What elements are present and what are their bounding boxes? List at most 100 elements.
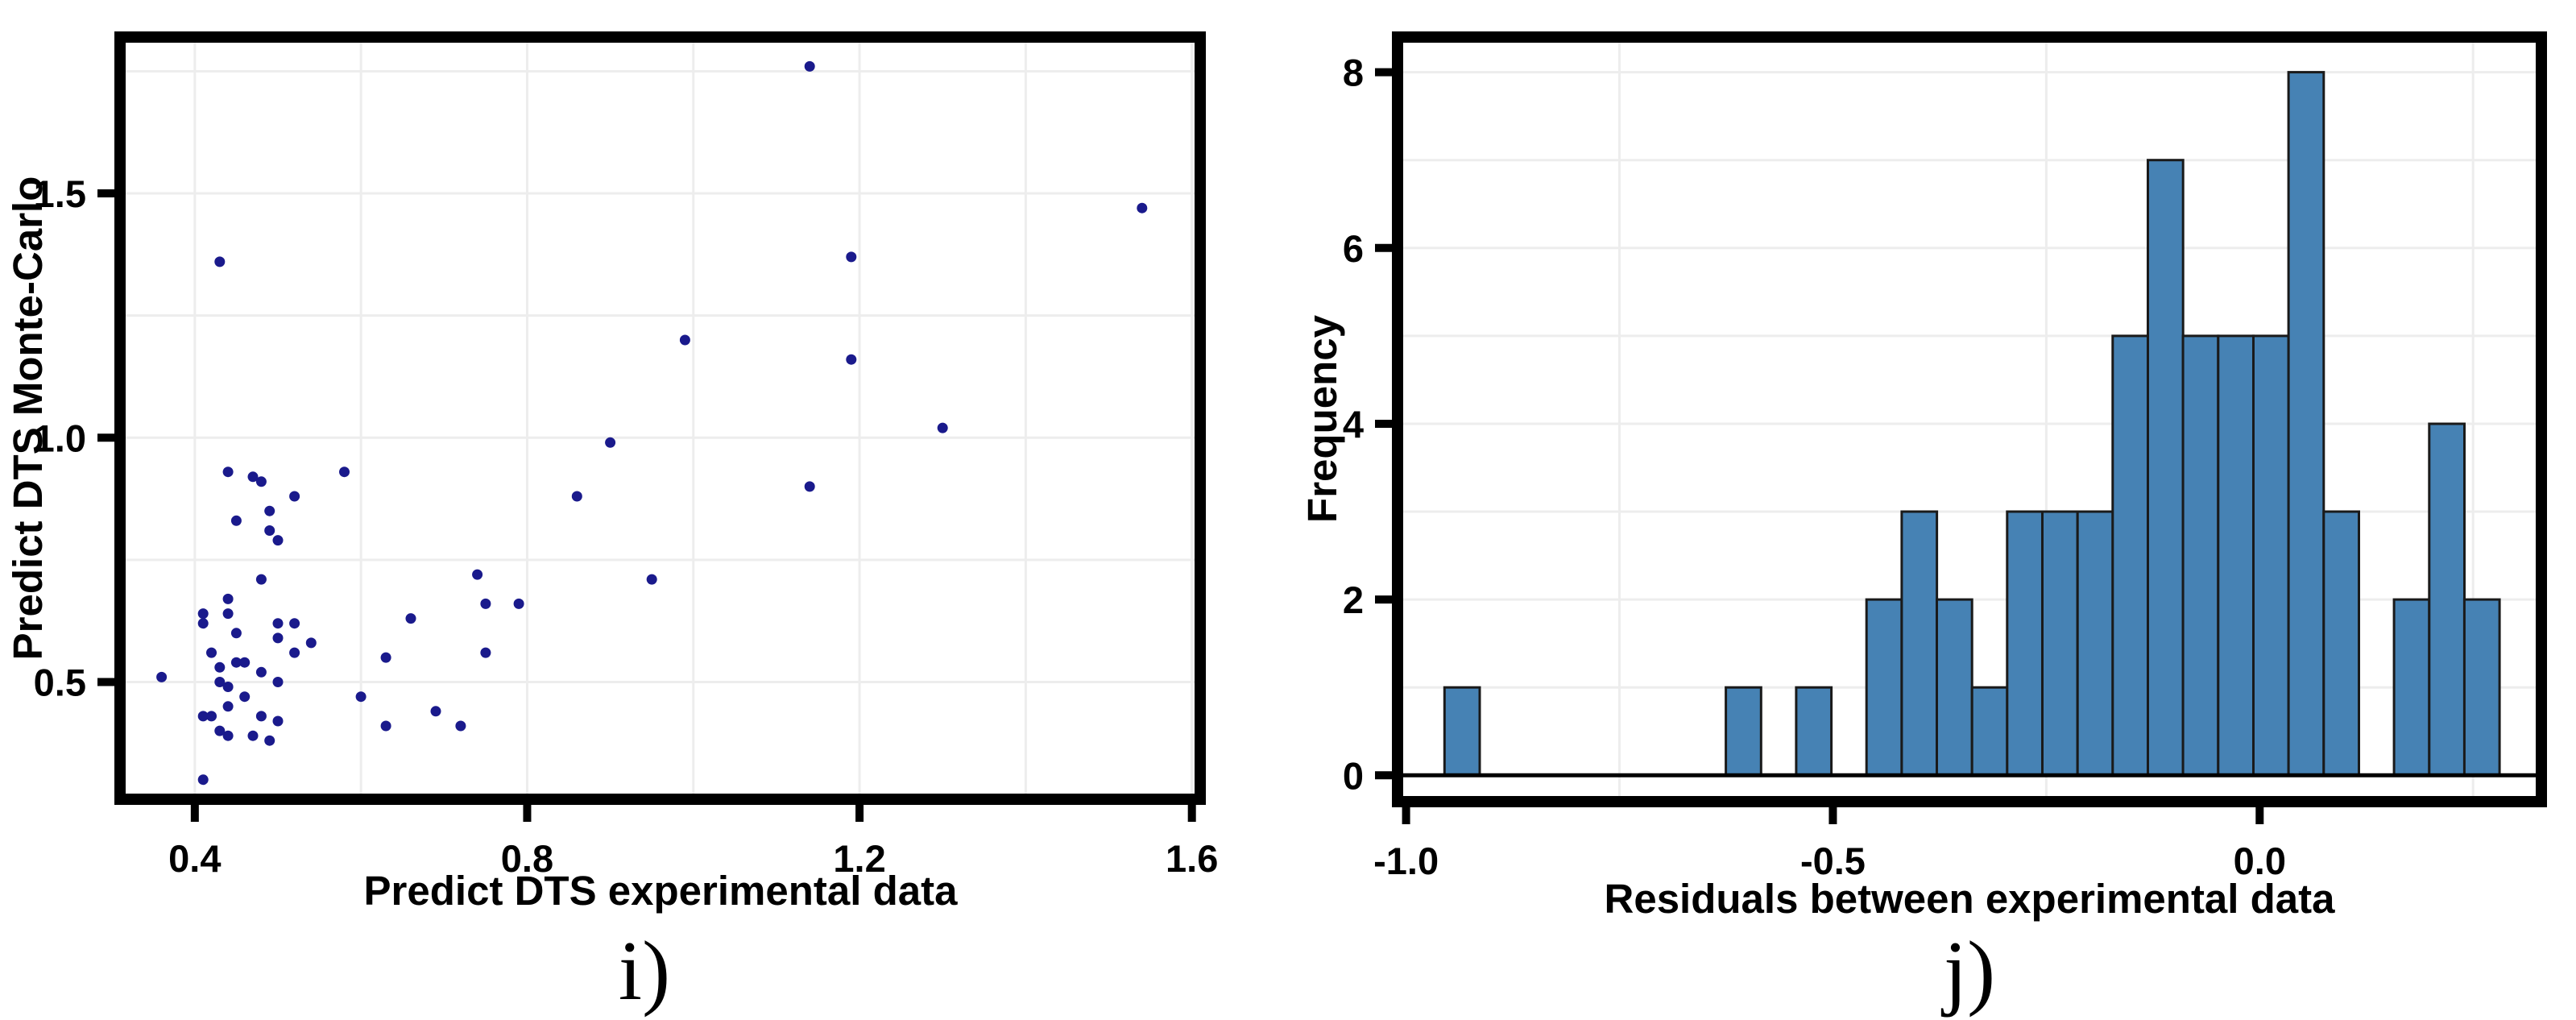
scatter-point [222,593,234,604]
histogram-bar [1443,686,1481,777]
scatter-gridlines [120,37,1200,799]
x-tick-label: 0.4 [168,837,221,880]
histogram-bar [2287,71,2325,777]
scatter-point [264,525,275,536]
scatter-point [230,657,242,668]
histogram-bar [2428,422,2466,777]
scatter-point [206,711,217,722]
scatter-point [197,618,209,629]
scatter-point [289,647,300,658]
histogram-bar [2322,510,2361,777]
scatter-point [222,730,234,741]
histogram-bar [2006,510,2044,777]
scatter-point [255,574,267,585]
histogram-bar [1725,686,1762,777]
scatter-point [214,725,226,736]
scatter-point [255,476,267,487]
scatter-y-axis-title: Predict DTS Monte-Carlo [5,176,51,661]
histogram-bar [1900,510,1939,777]
scatter-point [222,701,234,712]
scatter-point [197,608,209,620]
scatter-point [513,598,524,609]
scatter-point [222,682,234,692]
histogram-bar [2462,598,2501,777]
scatter-point [405,613,416,624]
histogram-bars [1443,71,2501,777]
histogram-bar [2392,598,2431,777]
x-tick-label: -1.0 [1373,840,1439,882]
histogram-bar [2076,510,2114,777]
x-tick-label: 0.0 [2234,840,2286,882]
scatter-point [214,256,226,267]
scatter-point [289,491,300,502]
scatter-point [255,711,267,722]
scatter-chart: 0.4 0.8 1.2 1.6 0.5 1.0 1.5 Predict DTS experi… [5,31,1218,1018]
y-tick-label: 1.0 [34,417,86,459]
scatter-x-axis-title: Predict DTS experimental data [364,868,959,914]
y-tick-label: 1.5 [34,172,86,215]
scatter-point [230,515,242,526]
histogram-bar [2147,159,2185,777]
scatter-point [214,677,226,687]
x-tick-label: 1.6 [1166,837,1218,880]
scatter-point [679,334,690,346]
histogram-panel-label: j) [1940,923,1995,1018]
y-tick-label: 6 [1343,227,1364,270]
histogram-bar [2217,334,2255,777]
histogram-chart: -1.0 -0.5 0.0 0 2 4 6 8 Residuals between exper… [1299,31,2547,1018]
scatter-point [380,720,391,732]
y-tick-label: 0 [1343,754,1364,797]
scatter-point [222,466,234,478]
scatter-point [804,481,815,492]
scatter-point [272,632,284,644]
y-tick-label: 4 [1343,403,1364,446]
scatter-plot-border [114,31,1206,805]
scatter-points [156,60,1148,786]
histogram-bar [2041,510,2079,777]
scatter-point [230,628,242,639]
scatter-point [480,598,491,609]
scatter-point [846,354,857,365]
histogram-y-axis-title: Frequency [1299,314,1345,523]
histogram-bar [1795,686,1833,777]
histogram-bar [1936,598,1973,777]
scatter-point [846,251,857,263]
scatter-point [264,735,275,746]
x-tick-label: -0.5 [1800,840,1866,882]
scatter-point [272,618,284,629]
scatter-point [255,666,267,678]
scatter-point [472,569,483,580]
histogram-x-axis-title: Residuals between experimental data [1605,876,2336,922]
scatter-point [272,677,284,687]
scatter-point [605,437,616,448]
x-tick-label: 1.2 [833,837,885,880]
histogram-bar [2181,334,2220,777]
scatter-point [197,711,209,722]
scatter-point [646,574,657,585]
scatter-point [239,657,251,668]
scatter-point [804,60,815,72]
scatter-point [571,491,582,502]
scatter-point [339,466,350,478]
scatter-point [289,618,300,629]
scatter-point [272,535,284,546]
scatter-panel-label: i) [619,923,670,1018]
y-tick-label: 2 [1343,578,1364,621]
scatter-point [937,422,948,433]
scatter-point [455,720,466,732]
scatter-point [222,608,234,620]
scatter-point [239,691,251,703]
scatter-point [1137,202,1148,214]
y-tick-label: 0.5 [34,661,86,703]
x-tick-label: 0.8 [501,837,553,880]
scatter-point [247,730,259,741]
histogram-ticks: -1.0 -0.5 0.0 0 2 4 6 8 [1343,52,2286,882]
scatter-point [272,715,284,727]
y-tick-label: 8 [1343,52,1364,94]
histogram-bar [2111,334,2149,777]
scatter-point [264,505,275,516]
histogram-plot-border [1392,31,2547,807]
scatter-point [355,691,367,703]
scatter-point [305,637,317,649]
